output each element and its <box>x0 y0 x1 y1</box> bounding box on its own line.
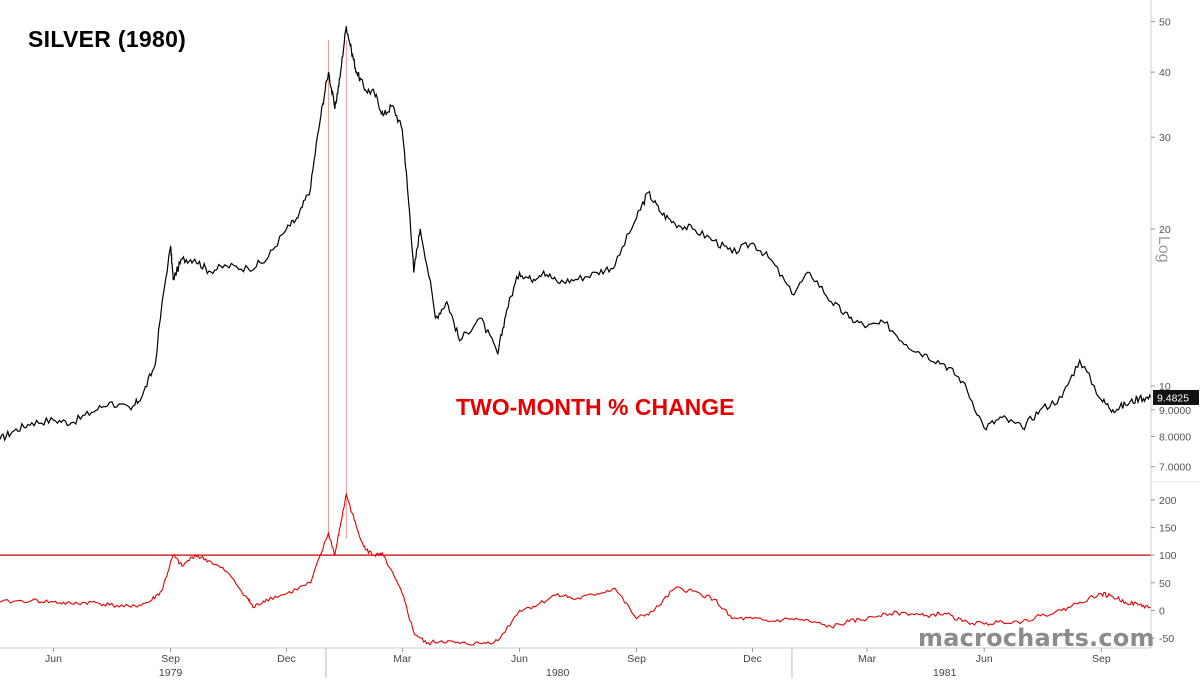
price-y-tick-label: 50 <box>1159 17 1171 29</box>
last-value-label: 9.4825 <box>1157 392 1189 404</box>
log-scale-label: Log <box>1155 236 1172 263</box>
spike-markers <box>328 40 347 539</box>
x-year-label: 1981 <box>933 667 957 679</box>
x-tick-label: Sep <box>161 653 180 665</box>
price-y-tick-label: 20 <box>1159 224 1171 236</box>
x-tick-label: Mar <box>393 653 412 665</box>
change-y-tick-label: 50 <box>1159 578 1171 590</box>
price-y-tick-label: 10 <box>1159 381 1171 393</box>
x-tick-label: Jun <box>45 653 62 665</box>
x-year-label: 1979 <box>159 667 183 679</box>
price-y-tick-label: 30 <box>1159 132 1171 144</box>
price-panel <box>0 26 1152 442</box>
x-tick-label: Dec <box>743 653 762 665</box>
x-tick-label: Sep <box>1092 653 1111 665</box>
two-month-change-line <box>0 492 1151 646</box>
two-month-change-annotation: TWO-MONTH % CHANGE <box>456 394 735 420</box>
change-y-tick-label: 200 <box>1159 495 1177 507</box>
chart-title: SILVER (1980) <box>28 26 187 52</box>
silver-price-line <box>0 26 1152 442</box>
change-y-tick-label: -50 <box>1159 633 1174 645</box>
price-y-tick-label: 8.0000 <box>1159 431 1191 443</box>
price-y-tick-label: 40 <box>1159 67 1171 79</box>
change-y-tick-label: 150 <box>1159 522 1177 534</box>
axis-layer: 50 40 30 20 10 9.0000 8.0000 7.0000 200 150 100 50 0… <box>0 0 1200 679</box>
price-y-tick-label: 9.0000 <box>1159 405 1191 417</box>
change-y-tick-label: 0 <box>1159 605 1165 617</box>
change-y-tick-label: 100 <box>1159 550 1177 562</box>
x-tick-label: Jun <box>976 653 993 665</box>
x-tick-label: Mar <box>858 653 877 665</box>
price-y-tick-label: 7.0000 <box>1159 462 1191 474</box>
change-panel <box>0 492 1151 646</box>
x-tick-label: Sep <box>627 653 646 665</box>
x-year-label: 1980 <box>546 667 570 679</box>
last-value-badge <box>1153 389 1199 405</box>
x-tick-label: Dec <box>277 653 296 665</box>
watermark-logo: macrocharts.com <box>918 624 1155 652</box>
x-tick-label: Jun <box>511 653 528 665</box>
